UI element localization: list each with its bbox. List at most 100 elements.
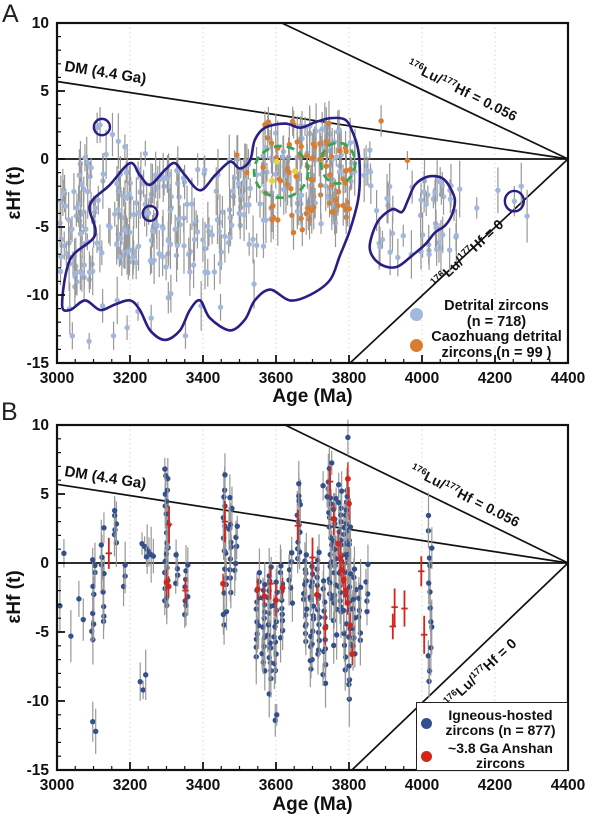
data-point <box>315 647 322 653</box>
data-point <box>333 154 339 160</box>
panel-B: 3000 3200 3400 3600 3800 4000 4200 4400 10 5 0 -5 -1… <box>27 417 586 794</box>
data-point <box>86 338 92 344</box>
data-point <box>439 232 446 238</box>
data-point <box>80 209 87 215</box>
data-point <box>244 169 250 176</box>
series-caozhuang-detrital-zircons <box>234 100 411 250</box>
data-point <box>317 156 324 162</box>
data-point <box>316 549 322 556</box>
data-point <box>135 210 142 216</box>
data-point <box>335 129 341 135</box>
data-point-red <box>322 624 329 631</box>
data-point <box>217 260 223 267</box>
data-point <box>254 242 260 249</box>
y-tick-label: 0 <box>40 555 49 572</box>
data-point <box>182 333 189 339</box>
data-point <box>299 227 305 233</box>
data-point <box>193 218 199 224</box>
data-point <box>202 245 208 252</box>
data-point <box>453 232 460 239</box>
data-point <box>151 257 157 263</box>
data-point <box>426 555 433 561</box>
data-point <box>432 189 438 196</box>
data-point <box>333 632 340 638</box>
anshan-zircons-marker <box>421 750 432 762</box>
data-point <box>335 189 342 195</box>
data-point <box>150 553 157 559</box>
data-point <box>262 144 268 150</box>
data-point <box>400 233 406 239</box>
data-point <box>77 161 84 167</box>
data-point <box>119 260 125 266</box>
data-point <box>162 491 169 497</box>
y-tick-label: 10 <box>32 417 49 434</box>
data-point-red <box>344 600 351 606</box>
data-point <box>429 545 435 551</box>
data-point <box>273 651 279 657</box>
y-tick-label: 5 <box>40 83 49 100</box>
data-point <box>95 197 101 203</box>
data-point <box>447 196 454 202</box>
y-tick-label: -5 <box>35 219 49 236</box>
density-contour <box>60 116 362 342</box>
data-point <box>97 122 103 128</box>
data-point <box>250 236 256 243</box>
data-point <box>191 236 198 243</box>
data-point <box>331 642 337 649</box>
legend-a: Detrital zircons (n = 718) Caozhuang det… <box>401 298 568 361</box>
data-point-red <box>347 622 353 628</box>
data-point-red <box>254 586 261 593</box>
data-point <box>273 130 279 136</box>
data-point <box>306 216 313 222</box>
caozhuang-zircons-marker <box>410 339 423 352</box>
data-point <box>310 603 317 609</box>
data-point <box>304 152 310 159</box>
density-contour <box>368 174 457 269</box>
data-point <box>77 231 84 237</box>
data-point <box>115 207 121 213</box>
data-point <box>98 542 105 548</box>
data-point <box>446 247 453 253</box>
data-point <box>280 154 286 160</box>
data-point <box>423 201 429 207</box>
data-point <box>127 180 133 186</box>
data-point <box>112 211 118 217</box>
data-point <box>160 225 166 232</box>
data-point <box>314 566 320 572</box>
data-point <box>272 667 279 674</box>
data-point <box>256 569 263 576</box>
data-point <box>385 195 391 202</box>
data-point <box>309 207 315 214</box>
data-point <box>296 480 302 487</box>
data-point <box>298 201 304 207</box>
y-tick-label: -10 <box>27 693 49 710</box>
data-point <box>173 252 180 259</box>
data-point <box>175 168 181 174</box>
data-point <box>335 482 342 488</box>
dm-line <box>56 483 569 564</box>
y-tick-label: -15 <box>27 355 50 372</box>
igneous-zircons-marker <box>421 717 432 729</box>
data-point <box>60 189 66 196</box>
data-point <box>163 511 169 517</box>
lu0-line <box>351 562 569 771</box>
data-point <box>260 243 267 249</box>
data-point <box>518 183 524 189</box>
data-point <box>340 607 347 614</box>
data-point <box>227 235 233 241</box>
data-point <box>333 495 339 502</box>
data-point <box>378 118 384 124</box>
data-point <box>336 169 343 175</box>
data-point <box>120 194 127 200</box>
data-point <box>189 201 195 207</box>
data-point <box>89 557 96 563</box>
data-point <box>377 244 383 250</box>
data-point <box>260 164 266 170</box>
data-point <box>99 554 105 561</box>
data-point <box>226 207 233 213</box>
data-point-red <box>330 515 337 522</box>
data-point <box>322 680 329 687</box>
data-point <box>348 571 354 577</box>
legend-b-item2-line1: ~3.8 Ga Anshan <box>448 740 553 756</box>
data-point <box>326 120 332 127</box>
